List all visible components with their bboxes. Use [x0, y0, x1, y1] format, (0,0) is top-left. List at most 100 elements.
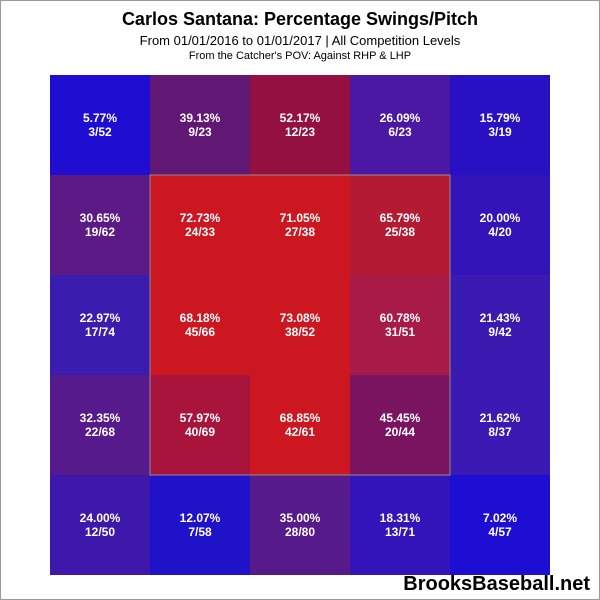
zone-cell-count: 4/20: [488, 225, 512, 239]
zone-cell-count: 31/51: [385, 325, 415, 339]
zone-cell-percentage: 52.17%: [280, 111, 321, 125]
zone-cell-count: 8/37: [488, 425, 512, 439]
zone-cell-fill: [150, 475, 250, 575]
zone-cell-fill: [150, 175, 250, 275]
zone-cell-percentage: 35.00%: [280, 511, 321, 525]
zone-cell-fill: [350, 475, 450, 575]
zone-cell-count: 20/44: [385, 425, 415, 439]
zone-cell-percentage: 65.79%: [380, 211, 421, 225]
zone-cell-fill: [450, 475, 550, 575]
zone-cell-r5-c4: 18.31%13/71: [350, 475, 450, 575]
zone-cell-count: 17/74: [85, 325, 115, 339]
zone-cell-fill: [350, 75, 450, 175]
zone-cell-percentage: 57.97%: [180, 411, 221, 425]
zone-cell-count: 3/19: [488, 125, 512, 139]
zone-cell-fill: [350, 375, 450, 475]
zone-cell-r1-c2: 39.13%9/23: [150, 75, 250, 175]
zone-cell-r3-c3: 73.08%38/52: [250, 275, 350, 375]
zone-cell-percentage: 32.35%: [80, 411, 121, 425]
zone-cell-r4-c4: 45.45%20/44: [350, 375, 450, 475]
zone-cell-count: 9/23: [188, 125, 212, 139]
zone-cell-count: 4/57: [488, 525, 512, 539]
zone-cell-count: 6/23: [388, 125, 412, 139]
zone-cell-fill: [50, 175, 150, 275]
zone-cell-count: 12/23: [285, 125, 315, 139]
zone-cell-r3-c2: 68.18%45/66: [150, 275, 250, 375]
zone-cell-count: 12/50: [85, 525, 115, 539]
zone-cell-fill: [50, 75, 150, 175]
zone-cell-r1-c5: 15.79%3/19: [450, 75, 550, 175]
zone-cell-fill: [250, 175, 350, 275]
zone-cell-r1-c4: 26.09%6/23: [350, 75, 450, 175]
zone-cell-r5-c1: 24.00%12/50: [50, 475, 150, 575]
zone-cell-count: 28/80: [285, 525, 315, 539]
zone-cell-r4-c5: 21.62%8/37: [450, 375, 550, 475]
zone-cell-r3-c1: 22.97%17/74: [50, 275, 150, 375]
zone-cell-r2-c2: 72.73%24/33: [150, 175, 250, 275]
chart-subtitle: From 01/01/2016 to 01/01/2017 | All Comp…: [139, 33, 461, 48]
zone-cell-fill: [450, 275, 550, 375]
zone-cell-percentage: 15.79%: [480, 111, 521, 125]
zone-cell-r2-c3: 71.05%27/38: [250, 175, 350, 275]
zone-cell-count: 45/66: [185, 325, 215, 339]
zone-cell-percentage: 26.09%: [380, 111, 421, 125]
zone-cell-count: 40/69: [185, 425, 215, 439]
zone-cell-percentage: 12.07%: [180, 511, 221, 525]
zone-cell-fill: [50, 375, 150, 475]
zone-cell-count: 22/68: [85, 425, 115, 439]
zone-cell-percentage: 21.62%: [480, 411, 521, 425]
brooksbaseball-watermark: BrooksBaseball.net: [403, 573, 590, 595]
zone-cell-fill: [350, 275, 450, 375]
zone-cell-fill: [250, 275, 350, 375]
zone-cell-fill: [50, 475, 150, 575]
zone-cell-percentage: 60.78%: [380, 311, 421, 325]
zone-cell-fill: [150, 275, 250, 375]
zone-cell-r5-c2: 12.07%7/58: [150, 475, 250, 575]
zone-cell-fill: [150, 375, 250, 475]
zone-cell-percentage: 73.08%: [280, 311, 321, 325]
zone-cell-fill: [250, 375, 350, 475]
zone-cell-fill: [50, 275, 150, 375]
zone-cell-r5-c5: 7.02%4/57: [450, 475, 550, 575]
zone-cell-r4-c2: 57.97%40/69: [150, 375, 250, 475]
zone-cell-count: 27/38: [285, 225, 315, 239]
zone-cell-percentage: 39.13%: [180, 111, 221, 125]
strike-zone-outline: [149, 174, 451, 476]
zone-cell-r2-c4: 65.79%25/38: [350, 175, 450, 275]
zone-cell-percentage: 7.02%: [483, 511, 517, 525]
zone-cell-count: 38/52: [285, 325, 315, 339]
zone-cell-percentage: 24.00%: [80, 511, 121, 525]
chart-title: Carlos Santana: Percentage Swings/Pitch: [121, 9, 479, 29]
zone-cell-count: 3/52: [88, 125, 112, 139]
zone-cell-percentage: 21.43%: [480, 311, 521, 325]
zone-cell-percentage: 5.77%: [83, 111, 117, 125]
zone-cell-r4-c3: 68.85%42/61: [250, 375, 350, 475]
zone-cell-count: 7/58: [188, 525, 212, 539]
zone-cell-count: 42/61: [285, 425, 315, 439]
zone-cell-r1-c3: 52.17%12/23: [250, 75, 350, 175]
zone-cell-percentage: 68.85%: [280, 411, 321, 425]
zone-cell-fill: [450, 175, 550, 275]
zone-cell-count: 19/62: [85, 225, 115, 239]
zone-cell-count: 13/71: [385, 525, 415, 539]
zone-cell-count: 25/38: [385, 225, 415, 239]
zone-cell-fill: [250, 75, 350, 175]
zone-cell-percentage: 22.97%: [80, 311, 121, 325]
zone-cell-r2-c5: 20.00%4/20: [450, 175, 550, 275]
zone-cell-r3-c5: 21.43%9/42: [450, 275, 550, 375]
zone-cell-percentage: 18.31%: [380, 511, 421, 525]
zone-cell-percentage: 45.45%: [380, 411, 421, 425]
zone-cell-count: 24/33: [185, 225, 215, 239]
zone-cell-r4-c1: 32.35%22/68: [50, 375, 150, 475]
zone-cell-fill: [450, 375, 550, 475]
zone-cell-percentage: 68.18%: [180, 311, 221, 325]
zone-cell-percentage: 72.73%: [180, 211, 221, 225]
zone-cell-percentage: 71.05%: [280, 211, 321, 225]
zone-cell-r5-c3: 35.00%28/80: [250, 475, 350, 575]
zone-cell-r2-c1: 30.65%19/62: [50, 175, 150, 275]
zone-cell-fill: [150, 75, 250, 175]
zone-cell-fill: [450, 75, 550, 175]
zone-cell-percentage: 30.65%: [80, 211, 121, 225]
zone-cell-percentage: 20.00%: [480, 211, 521, 225]
